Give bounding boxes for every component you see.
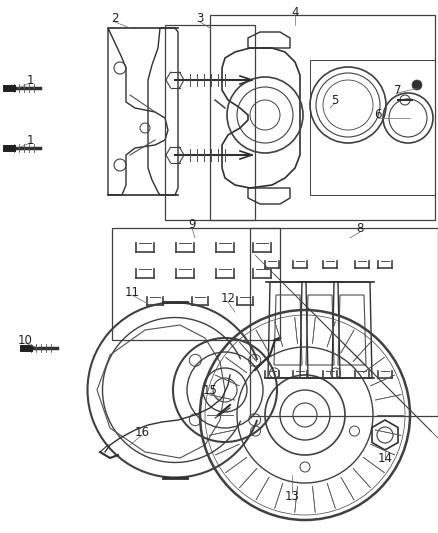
Bar <box>112 228 280 340</box>
Text: 11: 11 <box>124 286 139 298</box>
Text: 10: 10 <box>18 334 32 346</box>
Text: 12: 12 <box>220 292 236 304</box>
Text: 8: 8 <box>356 222 364 235</box>
Text: 1: 1 <box>26 133 34 147</box>
Text: 15: 15 <box>202 384 217 397</box>
Bar <box>250 228 438 416</box>
Bar <box>210 15 435 220</box>
Text: 9: 9 <box>188 219 196 231</box>
Text: 4: 4 <box>291 5 299 19</box>
Bar <box>310 60 435 195</box>
Text: 7: 7 <box>394 84 402 96</box>
Text: 6: 6 <box>374 109 382 122</box>
Text: 16: 16 <box>134 425 149 439</box>
Text: 5: 5 <box>331 93 339 107</box>
Text: 2: 2 <box>111 12 119 25</box>
Text: 13: 13 <box>285 490 300 504</box>
Text: 3: 3 <box>196 12 204 25</box>
Text: 1: 1 <box>26 74 34 86</box>
Circle shape <box>412 80 422 90</box>
Bar <box>165 25 255 220</box>
Text: 14: 14 <box>378 451 392 464</box>
